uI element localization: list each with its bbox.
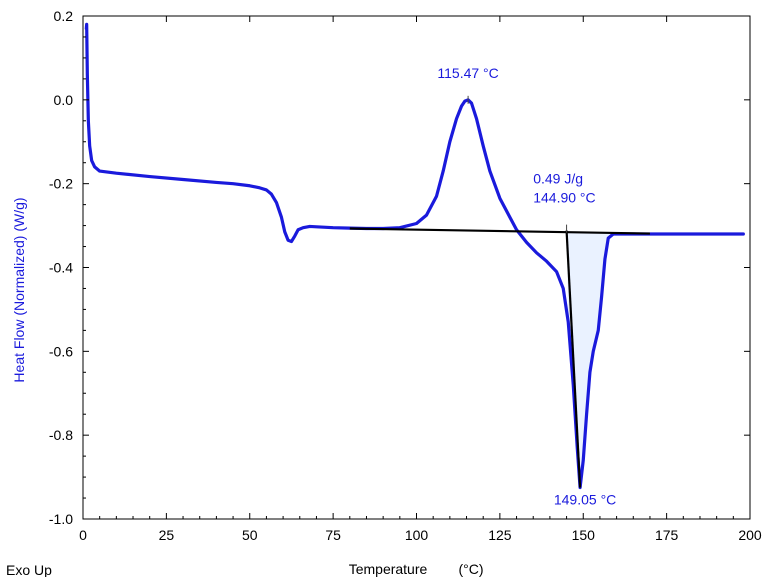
x-tick-label: 75	[325, 527, 341, 543]
x-tick-label: 175	[655, 527, 679, 543]
annotation-label: 0.49 J/g	[533, 171, 583, 187]
y-tick-label: 0.2	[54, 8, 74, 24]
y-tick-label: -1.0	[49, 511, 73, 527]
integration-baseline	[349, 227, 650, 235]
y-tick-label: -0.6	[49, 343, 73, 359]
x-tick-label: 200	[738, 527, 762, 543]
y-tick-label: -0.4	[49, 260, 73, 276]
x-axis-unit: (°C)	[458, 561, 483, 577]
exo-up-label: Exo Up	[6, 562, 52, 577]
x-tick-label: 125	[488, 527, 512, 543]
x-tick-label: 25	[159, 527, 175, 543]
series-layer	[84, 22, 745, 490]
y-axis-ticks: 0.2 0.0 -0.2 -0.4 -0.6 -0.8 -1.0	[49, 8, 750, 527]
y-axis-title: Heat Flow (Normalized) (W/g)	[11, 197, 27, 382]
x-axis-title: Temperature	[349, 561, 428, 577]
annotations: 115.47 °C 0.49 J/g 144.90 °C 149.05 °C	[437, 65, 616, 508]
y-tick-label: 0.0	[54, 92, 74, 108]
plot-frame	[82, 15, 751, 520]
x-axis-ticks: 0 25 50 75 100 125 150 175 200	[79, 16, 762, 543]
x-tick-label: 50	[242, 527, 258, 543]
annotation-label: 144.90 °C	[533, 190, 595, 206]
heat-flow-curve	[84, 22, 745, 490]
x-tick-label: 0	[79, 527, 87, 543]
baseline-layer	[349, 95, 650, 488]
annotation-label: 115.47 °C	[437, 65, 498, 81]
plot-area-border	[82, 15, 751, 520]
x-tick-label: 100	[405, 527, 429, 543]
y-tick-label: -0.8	[49, 427, 73, 443]
x-tick-label: 150	[572, 527, 596, 543]
peak-drop-line	[565, 230, 582, 488]
y-tick-label: -0.2	[49, 176, 73, 192]
annotation-label: 149.05 °C	[554, 492, 616, 508]
